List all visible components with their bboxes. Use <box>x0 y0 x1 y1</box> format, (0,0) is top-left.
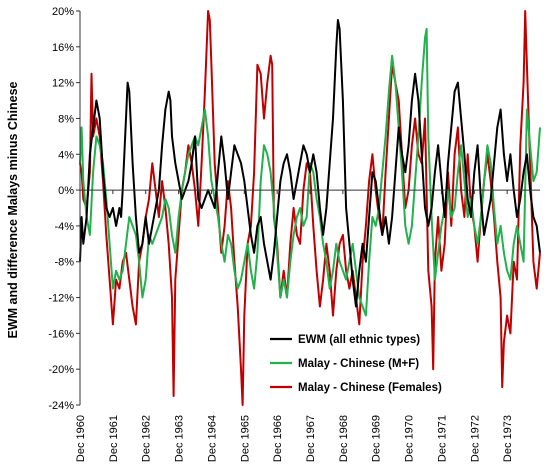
series-line-2 <box>79 10 541 406</box>
series-line-0 <box>79 19 541 308</box>
x-tick-label: Dec 1972 <box>469 415 481 462</box>
y-tick-label: -12% <box>48 293 74 305</box>
x-tick-label: Dec 1963 <box>174 415 186 462</box>
x-tick-label: Dec 1961 <box>108 415 120 462</box>
x-tick-label: Dec 1965 <box>239 415 251 462</box>
y-axis-label: EWM and difference Malays minus Chinese <box>6 81 20 338</box>
x-ticks: Dec 1960 Dec 1961 Dec 1962 Dec 1963 Dec 1964… <box>75 190 514 462</box>
x-tick-label: Dec 1960 <box>75 415 87 462</box>
plot-lines <box>79 10 541 406</box>
y-ticks: 20% 16% 12% 8% 4% 0% -4% -8% -12% -16% -20% -24% <box>48 6 80 412</box>
x-tick-label: Dec 1973 <box>502 415 514 462</box>
y-tick-label: 0% <box>58 185 74 197</box>
legend: EWM (all ethnic types) Malay - Chinese (M… <box>270 334 442 394</box>
x-tick-label: Dec 1966 <box>272 415 284 462</box>
series-line-1 <box>79 27 541 317</box>
x-tick-label: Dec 1968 <box>338 415 350 462</box>
legend-label-1: Malay - Chinese (M+F) <box>298 358 419 370</box>
y-tick-label: 4% <box>58 149 74 161</box>
x-tick-label: Dec 1962 <box>141 415 153 462</box>
y-tick-label: -8% <box>54 257 74 269</box>
y-tick-label: -24% <box>48 400 74 412</box>
y-tick-label: 20% <box>52 6 74 18</box>
y-tick-label: -4% <box>54 221 74 233</box>
x-tick-label: Dec 1967 <box>305 415 317 462</box>
x-tick-label: Dec 1969 <box>371 415 383 462</box>
x-tick-label: Dec 1964 <box>206 415 218 462</box>
y-tick-label: 16% <box>52 42 74 54</box>
x-tick-label: Dec 1970 <box>404 415 416 462</box>
y-tick-label: 12% <box>52 78 74 90</box>
legend-label-0: EWM (all ethnic types) <box>298 334 420 346</box>
y-tick-label: 8% <box>58 113 74 125</box>
x-tick-label: Dec 1971 <box>436 415 448 462</box>
y-tick-label: -20% <box>48 364 74 376</box>
y-tick-label: -16% <box>48 328 74 340</box>
legend-label-2: Malay - Chinese (Females) <box>298 382 442 394</box>
